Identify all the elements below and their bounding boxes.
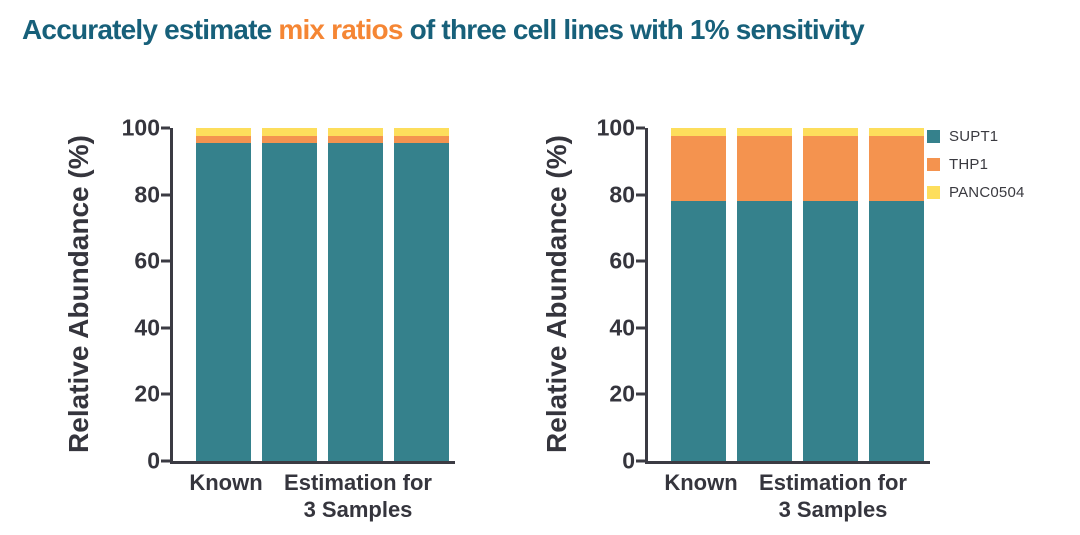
legend-swatch-thp1	[927, 158, 940, 171]
bar-segment-supt1	[737, 201, 792, 461]
legend-swatch-panc0504	[927, 186, 940, 199]
legend-label-panc0504: PANC0504	[949, 184, 1025, 201]
bar-sample-2	[328, 128, 383, 461]
title-highlight: mix ratios	[278, 14, 403, 45]
y-tick-mark	[636, 126, 645, 130]
y-tick-label: 100	[596, 114, 635, 141]
legend-label-thp1: THP1	[949, 156, 989, 173]
chart-right-plot-area: 0 20 40 60 80 100	[597, 116, 930, 522]
y-tick-mark	[161, 459, 170, 463]
bar-segment-thp1	[196, 136, 251, 143]
legend-item-supt1: SUPT1	[927, 128, 1025, 145]
x-tick-label-known: Known	[664, 470, 738, 495]
bar-segment-supt1	[328, 143, 383, 461]
title-text-lead: Accurately estimate	[22, 14, 279, 45]
bar-sample-1	[262, 128, 317, 461]
y-tick-label: 60	[134, 247, 160, 274]
y-tick-mark	[636, 392, 645, 396]
x-tick-label-estimation-line2: 3 Samples	[778, 496, 888, 522]
bar-segment-supt1	[803, 201, 858, 461]
x-tick-label-estimation-line1: Estimation for	[759, 470, 907, 495]
bar-sample-1	[737, 128, 792, 461]
legend-item-thp1: THP1	[927, 156, 1025, 173]
y-axis-label-right: Relative Abundance (%)	[541, 135, 572, 453]
page-title: Accurately estimate mix ratios of three …	[22, 14, 865, 46]
bar-segment-thp1	[803, 136, 858, 202]
bar-sample-3	[869, 128, 924, 461]
bar-segment-thp1	[869, 136, 924, 202]
y-tick-mark	[636, 193, 645, 197]
y-tick-label: 20	[609, 380, 635, 407]
bar-segment-supt1	[196, 143, 251, 461]
y-tick-mark	[161, 193, 170, 197]
chart-left-plot-area: 0 20 40 60 80 100	[122, 116, 455, 522]
legend-swatch-supt1	[927, 130, 940, 143]
bar-segment-supt1	[671, 201, 726, 461]
y-tick-label: 40	[609, 314, 635, 341]
bar-sample-2	[803, 128, 858, 461]
bar-group	[196, 128, 449, 461]
y-tick-label: 100	[121, 114, 160, 141]
y-tick-mark	[161, 392, 170, 396]
legend: SUPT1 THP1 PANC0504	[927, 128, 1025, 212]
y-tick-label: 40	[134, 314, 160, 341]
bar-segment-thp1	[737, 136, 792, 202]
bar-segment-panc0504	[671, 128, 726, 137]
bar-segment-panc0504	[328, 128, 383, 137]
y-axis-label-left: Relative Abundance (%)	[63, 135, 94, 453]
y-tick-mark	[636, 326, 645, 330]
bar-segment-thp1	[328, 136, 383, 143]
bar-segment-panc0504	[394, 128, 449, 137]
x-tick-label-estimation: Estimation for 3 Samples	[284, 470, 432, 524]
bar-sample-3	[394, 128, 449, 461]
x-tick-label-known: Known	[189, 470, 263, 495]
legend-label-supt1: SUPT1	[949, 128, 999, 145]
y-tick-label: 0	[622, 447, 635, 474]
bar-segment-panc0504	[869, 128, 924, 137]
bar-segment-panc0504	[737, 128, 792, 137]
bar-segment-supt1	[262, 143, 317, 461]
bar-known	[671, 128, 726, 461]
y-tick-mark	[636, 259, 645, 263]
bar-segment-panc0504	[196, 128, 251, 137]
x-tick-label-estimation-line2: 3 Samples	[303, 496, 413, 522]
legend-item-panc0504: PANC0504	[927, 184, 1025, 201]
bar-segment-thp1	[394, 136, 449, 143]
y-tick-label: 20	[134, 380, 160, 407]
title-text-tail: of three cell lines with 1% sensitivity	[402, 14, 865, 45]
bar-segment-supt1	[869, 201, 924, 461]
y-tick-mark	[161, 259, 170, 263]
y-tick-label: 80	[134, 181, 160, 208]
bar-segment-panc0504	[803, 128, 858, 137]
y-tick-label: 60	[609, 247, 635, 274]
bar-segment-thp1	[671, 136, 726, 202]
x-tick-label-estimation: Estimation for 3 Samples	[759, 470, 907, 524]
bar-segment-thp1	[262, 136, 317, 143]
bar-segment-supt1	[394, 143, 449, 461]
y-tick-mark	[161, 126, 170, 130]
bar-known	[196, 128, 251, 461]
y-tick-label: 80	[609, 181, 635, 208]
y-tick-mark	[636, 459, 645, 463]
bar-segment-panc0504	[262, 128, 317, 137]
x-tick-label-estimation-line1: Estimation for	[284, 470, 432, 495]
y-tick-mark	[161, 326, 170, 330]
bar-group	[671, 128, 924, 461]
y-tick-label: 0	[147, 447, 160, 474]
